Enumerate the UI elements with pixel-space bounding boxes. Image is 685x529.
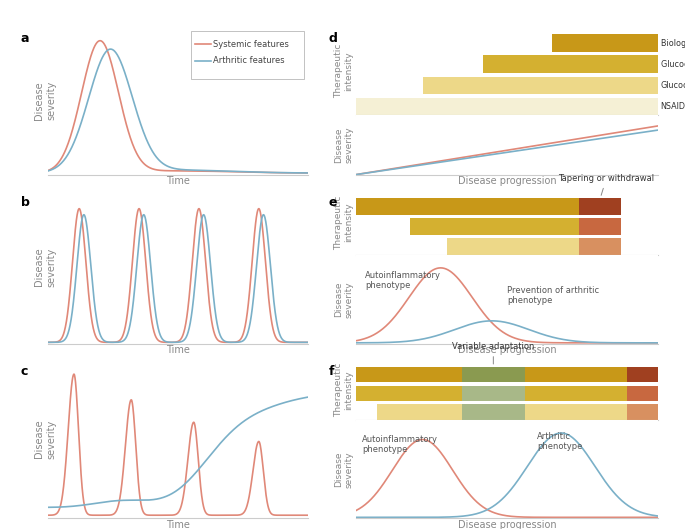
X-axis label: Time: Time [166, 520, 190, 529]
Y-axis label: Disease
severity: Disease severity [334, 451, 353, 488]
X-axis label: Time: Time [166, 176, 190, 186]
Bar [483, 56, 658, 73]
Y-axis label: Therapeutic
intensity: Therapeutic intensity [334, 363, 353, 417]
Text: b: b [21, 196, 29, 209]
Bar [377, 404, 462, 420]
Bar [627, 404, 658, 420]
Text: Time: Time [495, 427, 519, 437]
Bar [462, 367, 525, 382]
Text: Glucocorticoids: Glucocorticoids [660, 81, 685, 90]
Bar [462, 404, 525, 420]
Text: e: e [329, 196, 337, 209]
Bar [525, 367, 627, 382]
Y-axis label: Disease
severity: Disease severity [34, 81, 56, 120]
Bar [356, 367, 462, 382]
Text: d: d [329, 32, 338, 45]
Bar [580, 238, 621, 255]
Bar [627, 367, 658, 382]
X-axis label: Time: Time [166, 345, 190, 355]
X-axis label: Disease progression: Disease progression [458, 345, 556, 355]
FancyBboxPatch shape [190, 31, 303, 79]
Bar [447, 238, 580, 255]
Bar [356, 98, 658, 115]
Text: Autoinflammatory
phenotype: Autoinflammatory phenotype [362, 435, 438, 454]
Bar [580, 218, 621, 235]
Bar [423, 77, 658, 94]
Y-axis label: Disease
severity: Disease severity [334, 281, 353, 318]
Bar [525, 404, 627, 420]
Text: Time: Time [495, 262, 519, 272]
Bar [410, 218, 580, 235]
Bar [552, 34, 658, 52]
Y-axis label: Disease
severity: Disease severity [34, 419, 56, 459]
Text: Systemic features: Systemic features [213, 40, 289, 49]
Text: Variable adaptation: Variable adaptation [452, 342, 534, 364]
Text: Arthritic
phenotype: Arthritic phenotype [537, 432, 582, 451]
Text: a: a [21, 32, 29, 45]
Bar [356, 386, 462, 401]
Text: NSAIDs: NSAIDs [660, 102, 685, 111]
Text: Prevention of arthritic
phenotype: Prevention of arthritic phenotype [507, 286, 599, 305]
Text: Biologic agents: Biologic agents [660, 39, 685, 48]
Bar [627, 386, 658, 401]
X-axis label: Disease progression: Disease progression [458, 520, 556, 529]
Bar [580, 198, 621, 215]
Text: Tapering or withdrawal: Tapering or withdrawal [558, 174, 654, 195]
Text: Arthritic features: Arthritic features [213, 57, 285, 66]
Text: f: f [329, 365, 334, 378]
Y-axis label: Disease
severity: Disease severity [334, 126, 353, 163]
Y-axis label: Therapeutic
intensity: Therapeutic intensity [334, 44, 353, 98]
Bar [356, 198, 580, 215]
Text: c: c [21, 365, 28, 378]
Text: Time: Time [495, 126, 519, 136]
Text: Glucocorticoid-sparing drugs (cDMARDs): Glucocorticoid-sparing drugs (cDMARDs) [660, 60, 685, 69]
Y-axis label: Therapeutic
intensity: Therapeutic intensity [334, 196, 353, 250]
Bar [525, 386, 627, 401]
Text: Autoinflammatory
phenotype: Autoinflammatory phenotype [365, 271, 441, 290]
Bar [462, 386, 525, 401]
Y-axis label: Disease
severity: Disease severity [34, 248, 56, 287]
X-axis label: Disease progression: Disease progression [458, 176, 556, 186]
